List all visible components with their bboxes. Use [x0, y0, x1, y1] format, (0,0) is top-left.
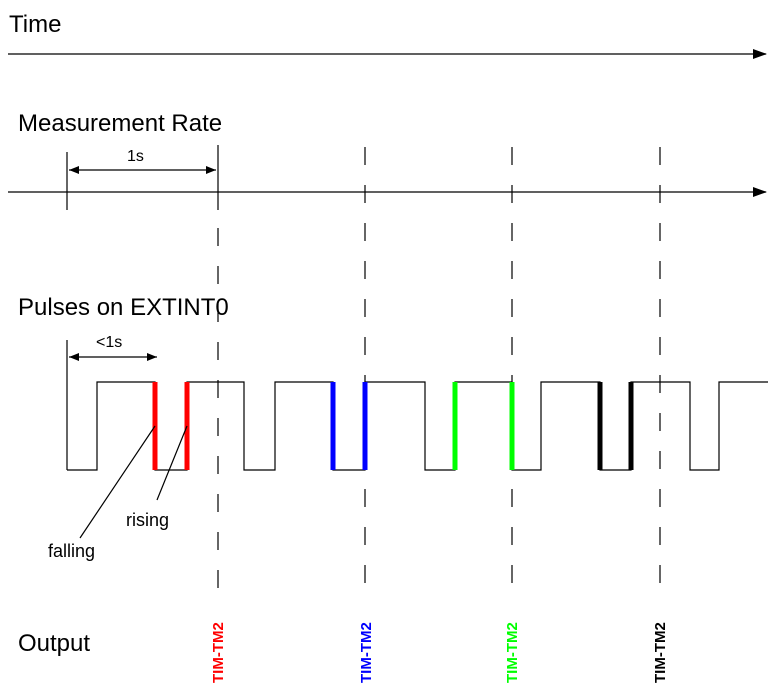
falling-label: falling [48, 541, 95, 561]
measurement-markers [217, 147, 661, 600]
period-1s-label: 1s [127, 148, 144, 165]
output-label-4: TIM-TM2 [652, 622, 669, 683]
output-label-1: TIM-TM2 [210, 622, 227, 683]
output-labels: TIM-TM2 TIM-TM2 TIM-TM2 TIM-TM2 [210, 622, 669, 683]
pulses-title: Pulses on EXTINT0 [18, 294, 229, 321]
output-label-3: TIM-TM2 [504, 622, 521, 683]
falling-pointer [79, 425, 156, 539]
output-title: Output [18, 630, 90, 657]
rising-label: rising [126, 510, 169, 530]
edge-highlights [152, 382, 634, 470]
period-lt-1s-label: <1s [96, 334, 122, 351]
measurement-rate-title: Measurement Rate [18, 110, 222, 137]
pulse-waveform [67, 381, 768, 471]
time-title: Time [9, 11, 61, 38]
rising-pointer [156, 425, 188, 501]
output-label-2: TIM-TM2 [358, 622, 375, 683]
